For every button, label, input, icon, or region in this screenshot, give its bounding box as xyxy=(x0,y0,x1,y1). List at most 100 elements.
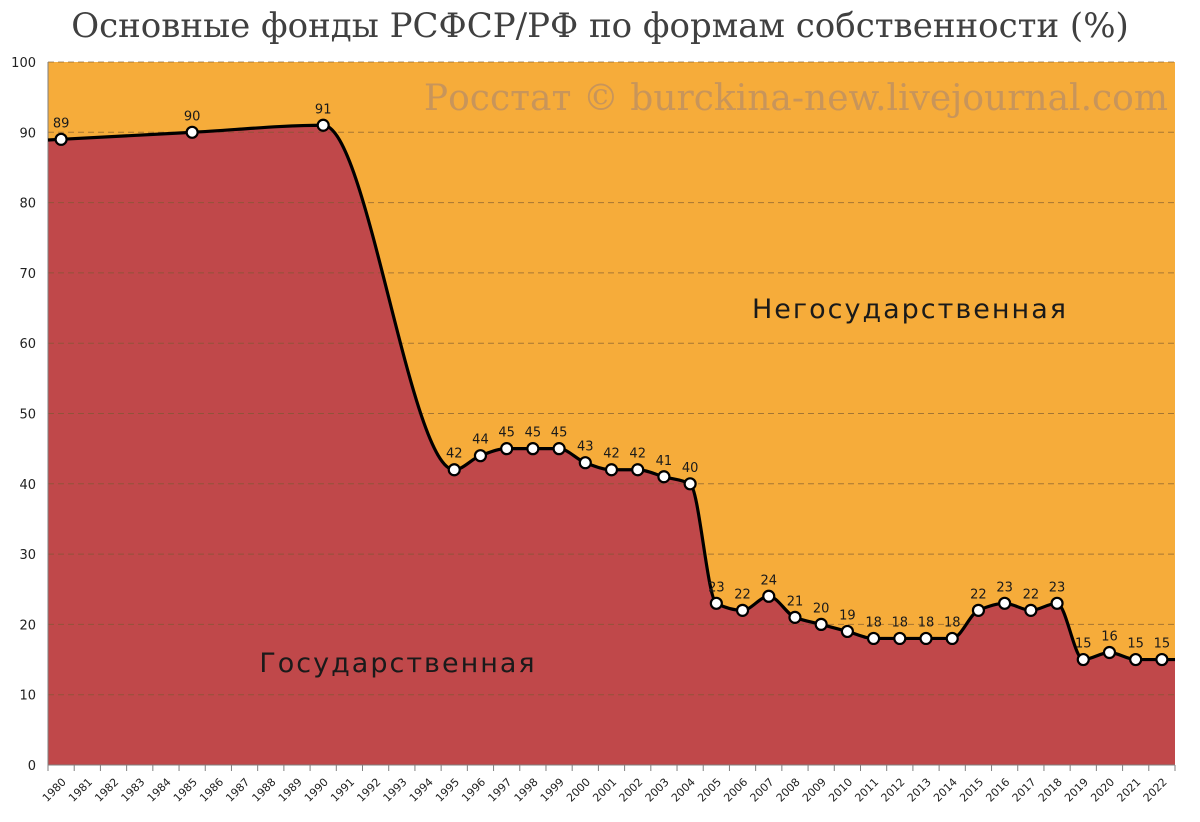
data-label: 18 xyxy=(865,615,882,630)
data-point xyxy=(762,589,776,603)
data-label: 15 xyxy=(1127,637,1144,652)
data-label: 41 xyxy=(656,454,673,469)
x-tick-label: 2013 xyxy=(905,776,934,805)
data-point xyxy=(578,456,592,470)
data-label: 15 xyxy=(1075,637,1092,652)
x-tick-label: 2020 xyxy=(1088,776,1117,805)
x-tick-label: 1986 xyxy=(197,776,226,805)
x-tick-label: 2010 xyxy=(826,776,855,805)
data-point xyxy=(526,442,540,456)
data-label: 15 xyxy=(1154,637,1171,652)
x-tick-label: 1988 xyxy=(250,776,279,805)
x-tick-label: 1983 xyxy=(119,776,148,805)
data-label: 42 xyxy=(446,447,463,462)
data-point xyxy=(1076,652,1090,667)
x-tick-label: 1999 xyxy=(538,776,567,805)
x-tick-label: 2009 xyxy=(800,776,829,805)
y-tick-label: 90 xyxy=(19,126,36,141)
y-tick-label: 100 xyxy=(11,56,36,71)
data-point xyxy=(473,449,488,463)
data-label: 42 xyxy=(629,447,646,462)
data-label: 16 xyxy=(1101,630,1118,645)
data-point xyxy=(840,624,854,639)
x-tick-label: 1996 xyxy=(459,776,488,805)
data-label: 90 xyxy=(184,109,201,124)
data-point xyxy=(500,442,514,456)
x-tick-label: 2011 xyxy=(852,776,881,805)
data-point xyxy=(945,631,959,646)
data-point xyxy=(631,463,645,477)
y-tick-label: 0 xyxy=(28,759,36,774)
y-tick-label: 10 xyxy=(19,689,36,704)
data-label: 45 xyxy=(551,426,568,441)
data-label: 45 xyxy=(498,426,515,441)
x-tick-label: 1991 xyxy=(328,776,357,805)
data-label: 18 xyxy=(918,615,935,630)
x-tick-label: 1982 xyxy=(92,776,121,805)
data-point xyxy=(1024,603,1038,617)
data-point xyxy=(1050,596,1064,610)
data-label: 20 xyxy=(813,601,830,616)
data-point xyxy=(185,125,199,139)
y-tick-label: 60 xyxy=(19,337,36,352)
data-point xyxy=(447,463,461,477)
lower-area-label: Государственная xyxy=(259,648,536,679)
x-tick-label: 2007 xyxy=(748,776,777,805)
x-tick-label: 2014 xyxy=(931,776,960,805)
data-labels: 89 90 91 42 44 45 45 45 43 42 42 41 40 23 22 24 21 20 19 18… xyxy=(53,102,1170,651)
data-label: 18 xyxy=(892,615,909,630)
data-point xyxy=(1102,645,1117,660)
data-point xyxy=(1129,652,1143,667)
data-point xyxy=(814,617,828,632)
x-tick-label: 1998 xyxy=(512,776,541,805)
x-tick-label: 1994 xyxy=(407,776,436,805)
data-point xyxy=(893,631,907,646)
y-tick-label: 30 xyxy=(19,548,36,563)
data-label: 40 xyxy=(682,461,699,476)
x-tick-label: 1990 xyxy=(302,776,331,805)
x-tick-label: 2000 xyxy=(564,776,593,805)
y-tick-label: 20 xyxy=(19,618,36,633)
data-label: 91 xyxy=(315,102,332,117)
x-tick-label: 1992 xyxy=(354,776,383,805)
x-tick-label: 2018 xyxy=(1036,776,1065,805)
data-label: 23 xyxy=(1049,580,1066,595)
data-label: 22 xyxy=(734,587,751,602)
gridlines xyxy=(48,61,1175,696)
data-label: 18 xyxy=(944,615,961,630)
x-tick-label: 2005 xyxy=(695,776,724,805)
x-tick-label: 1995 xyxy=(433,776,462,805)
chart-title: Основные фонды РСФСР/РФ по формам собств… xyxy=(71,6,1129,46)
data-point xyxy=(709,596,723,610)
data-label: 89 xyxy=(53,116,70,131)
lower-area xyxy=(48,125,1175,765)
x-tick-label: 2017 xyxy=(1010,776,1039,805)
data-label: 43 xyxy=(577,440,594,455)
x-tick-label: 2019 xyxy=(1062,776,1091,805)
data-label: 22 xyxy=(970,587,987,602)
data-point xyxy=(971,603,986,617)
x-tick-label: 1997 xyxy=(485,776,514,805)
data-label: 21 xyxy=(787,594,804,609)
x-tick-label: 2004 xyxy=(669,776,698,805)
x-tick-label: 1984 xyxy=(145,776,174,805)
data-point xyxy=(316,118,330,132)
x-tick-label: 1987 xyxy=(223,776,252,805)
data-point xyxy=(552,442,566,456)
watermark-text: Росстат © burckina-new.livejournal.com xyxy=(424,78,1168,119)
data-label: 24 xyxy=(760,573,777,588)
data-label: 22 xyxy=(1023,587,1040,602)
y-tick-label: 50 xyxy=(19,408,36,423)
y-tick-label: 80 xyxy=(19,197,36,212)
data-point xyxy=(657,470,671,484)
x-tick-label: 2008 xyxy=(774,776,803,805)
y-tick-label: 70 xyxy=(19,267,36,282)
x-tick-label: 2022 xyxy=(1141,776,1170,805)
data-point xyxy=(1155,652,1169,667)
x-tick-label: 2002 xyxy=(616,776,645,805)
data-point xyxy=(604,463,619,477)
data-point xyxy=(866,631,881,646)
x-tick-label: 2012 xyxy=(879,776,908,805)
data-point xyxy=(54,132,68,146)
data-point xyxy=(919,631,933,646)
